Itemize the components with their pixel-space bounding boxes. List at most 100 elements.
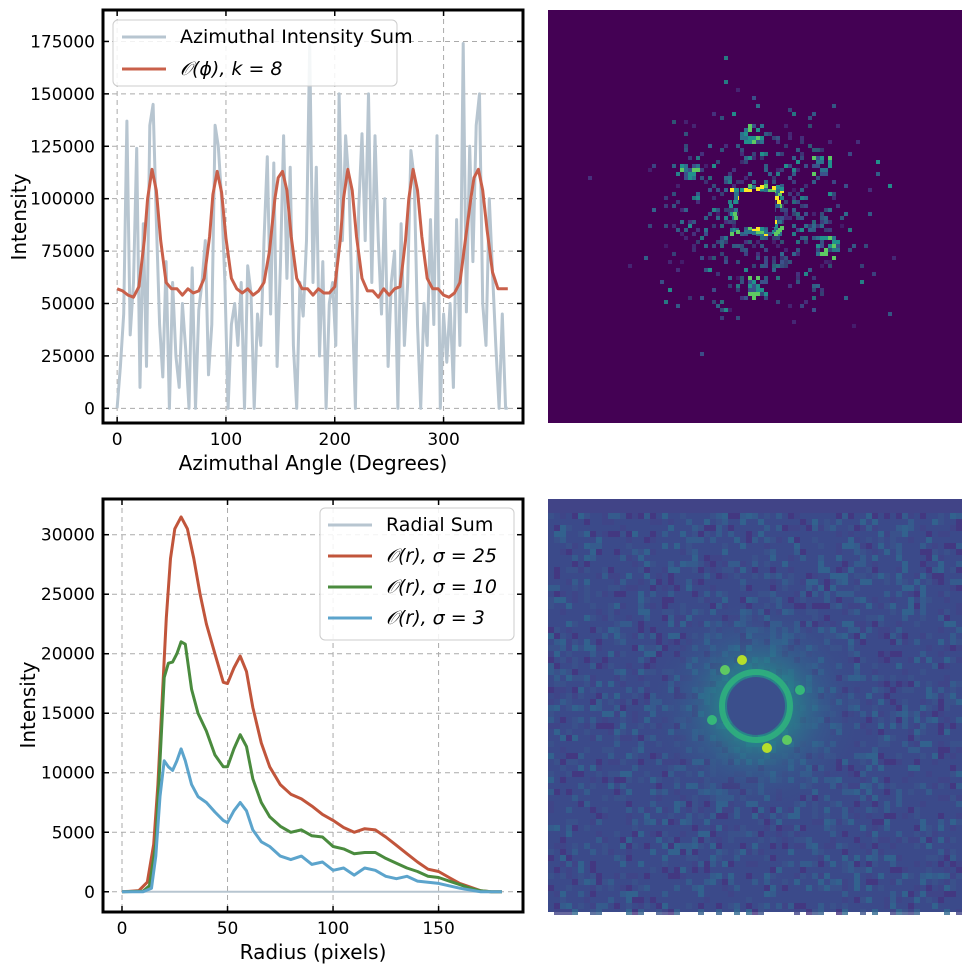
noise-pixel (572, 819, 578, 825)
noise-pixel (770, 591, 776, 597)
noise-pixel (674, 621, 680, 627)
noise-pixel (938, 573, 944, 579)
noise-pixel (638, 579, 644, 585)
noise-pixel (692, 801, 698, 807)
noise-pixel (692, 855, 698, 861)
noise-pixel (554, 627, 560, 633)
ring-pixel (772, 186, 776, 190)
noise-pixel (890, 879, 896, 885)
noise-pixel (584, 825, 590, 831)
noise-pixel (602, 633, 608, 639)
noise-pixel (896, 711, 902, 717)
noise-pixel (830, 621, 836, 627)
noise-pixel (932, 873, 938, 879)
noise-pixel (836, 543, 842, 549)
pixel (628, 264, 632, 268)
noise-pixel (572, 723, 578, 729)
y-tick-label: 5000 (52, 823, 95, 843)
pixel (724, 144, 728, 148)
noise-pixel (926, 867, 932, 873)
noise-pixel (950, 633, 956, 639)
noise-pixel (854, 879, 860, 885)
noise-pixel (830, 825, 836, 831)
x-tick-label: 150 (422, 919, 454, 939)
pixel (868, 188, 872, 192)
pixel (820, 292, 824, 296)
noise-pixel (680, 801, 686, 807)
noise-pixel (560, 669, 566, 675)
noise-pixel (890, 603, 896, 609)
pixel (800, 196, 804, 200)
noise-pixel (590, 675, 596, 681)
pixel (796, 160, 800, 164)
noise-pixel (632, 831, 638, 837)
noise-pixel (656, 759, 662, 765)
noise-pixel (734, 573, 740, 579)
noise-pixel (602, 795, 608, 801)
noise-pixel (818, 885, 824, 891)
noise-pixel (914, 825, 920, 831)
noise-pixel (860, 657, 866, 663)
noise-pixel (878, 573, 884, 579)
bragg-pixel (684, 172, 688, 176)
noise-pixel (920, 657, 926, 663)
noise-pixel (692, 843, 698, 849)
noise-pixel (716, 903, 722, 909)
noise-pixel (818, 525, 824, 531)
noise-pixel (872, 849, 878, 855)
pixel (712, 256, 716, 260)
noise-pixel (608, 723, 614, 729)
noise-pixel (566, 819, 572, 825)
noise-pixel (698, 843, 704, 849)
pixel (684, 208, 688, 212)
noise-pixel (824, 807, 830, 813)
noise-pixel (794, 813, 800, 819)
ring-pixel (734, 192, 738, 196)
noise-pixel (938, 513, 944, 519)
noise-pixel (698, 885, 704, 891)
ring-pixel (776, 230, 780, 234)
noise-pixel (746, 585, 752, 591)
noise-pixel (752, 849, 758, 855)
noise-pixel (944, 609, 950, 615)
noise-pixel (872, 753, 878, 759)
ring-pixel (730, 188, 734, 192)
pixel (764, 236, 768, 240)
noise-pixel (872, 555, 878, 561)
noise-pixel (602, 615, 608, 621)
noise-pixel (818, 585, 824, 591)
pixel (776, 172, 780, 176)
noise-pixel (890, 855, 896, 861)
noise-pixel (950, 585, 956, 591)
noise-pixel (944, 777, 950, 783)
noise-pixel (566, 579, 572, 585)
noise-pixel (944, 717, 950, 723)
pixel (860, 264, 864, 268)
noise-pixel (896, 837, 902, 843)
noise-pixel (596, 627, 602, 633)
noise-pixel (806, 585, 812, 591)
noise-pixel (914, 735, 920, 741)
pixel (692, 232, 696, 236)
noise-pixel (632, 843, 638, 849)
pixel (664, 244, 668, 248)
noise-pixel (548, 777, 554, 783)
noise-pixel (740, 543, 746, 549)
pixel (720, 300, 724, 304)
noise-pixel (608, 753, 614, 759)
noise-pixel (734, 885, 740, 891)
noise-pixel (896, 543, 902, 549)
bragg-pixel (824, 236, 828, 240)
noise-pixel (566, 651, 572, 657)
noise-pixel (956, 609, 962, 615)
noise-pixel (602, 807, 608, 813)
noise-pixel (740, 579, 746, 585)
ring-pixel (776, 204, 780, 208)
noise-pixel (554, 531, 560, 537)
pixel (700, 256, 704, 260)
pixel (776, 136, 780, 140)
noise-pixel (950, 765, 956, 771)
noise-pixel (800, 603, 806, 609)
noise-pixel (830, 879, 836, 885)
noise-pixel (776, 831, 782, 837)
